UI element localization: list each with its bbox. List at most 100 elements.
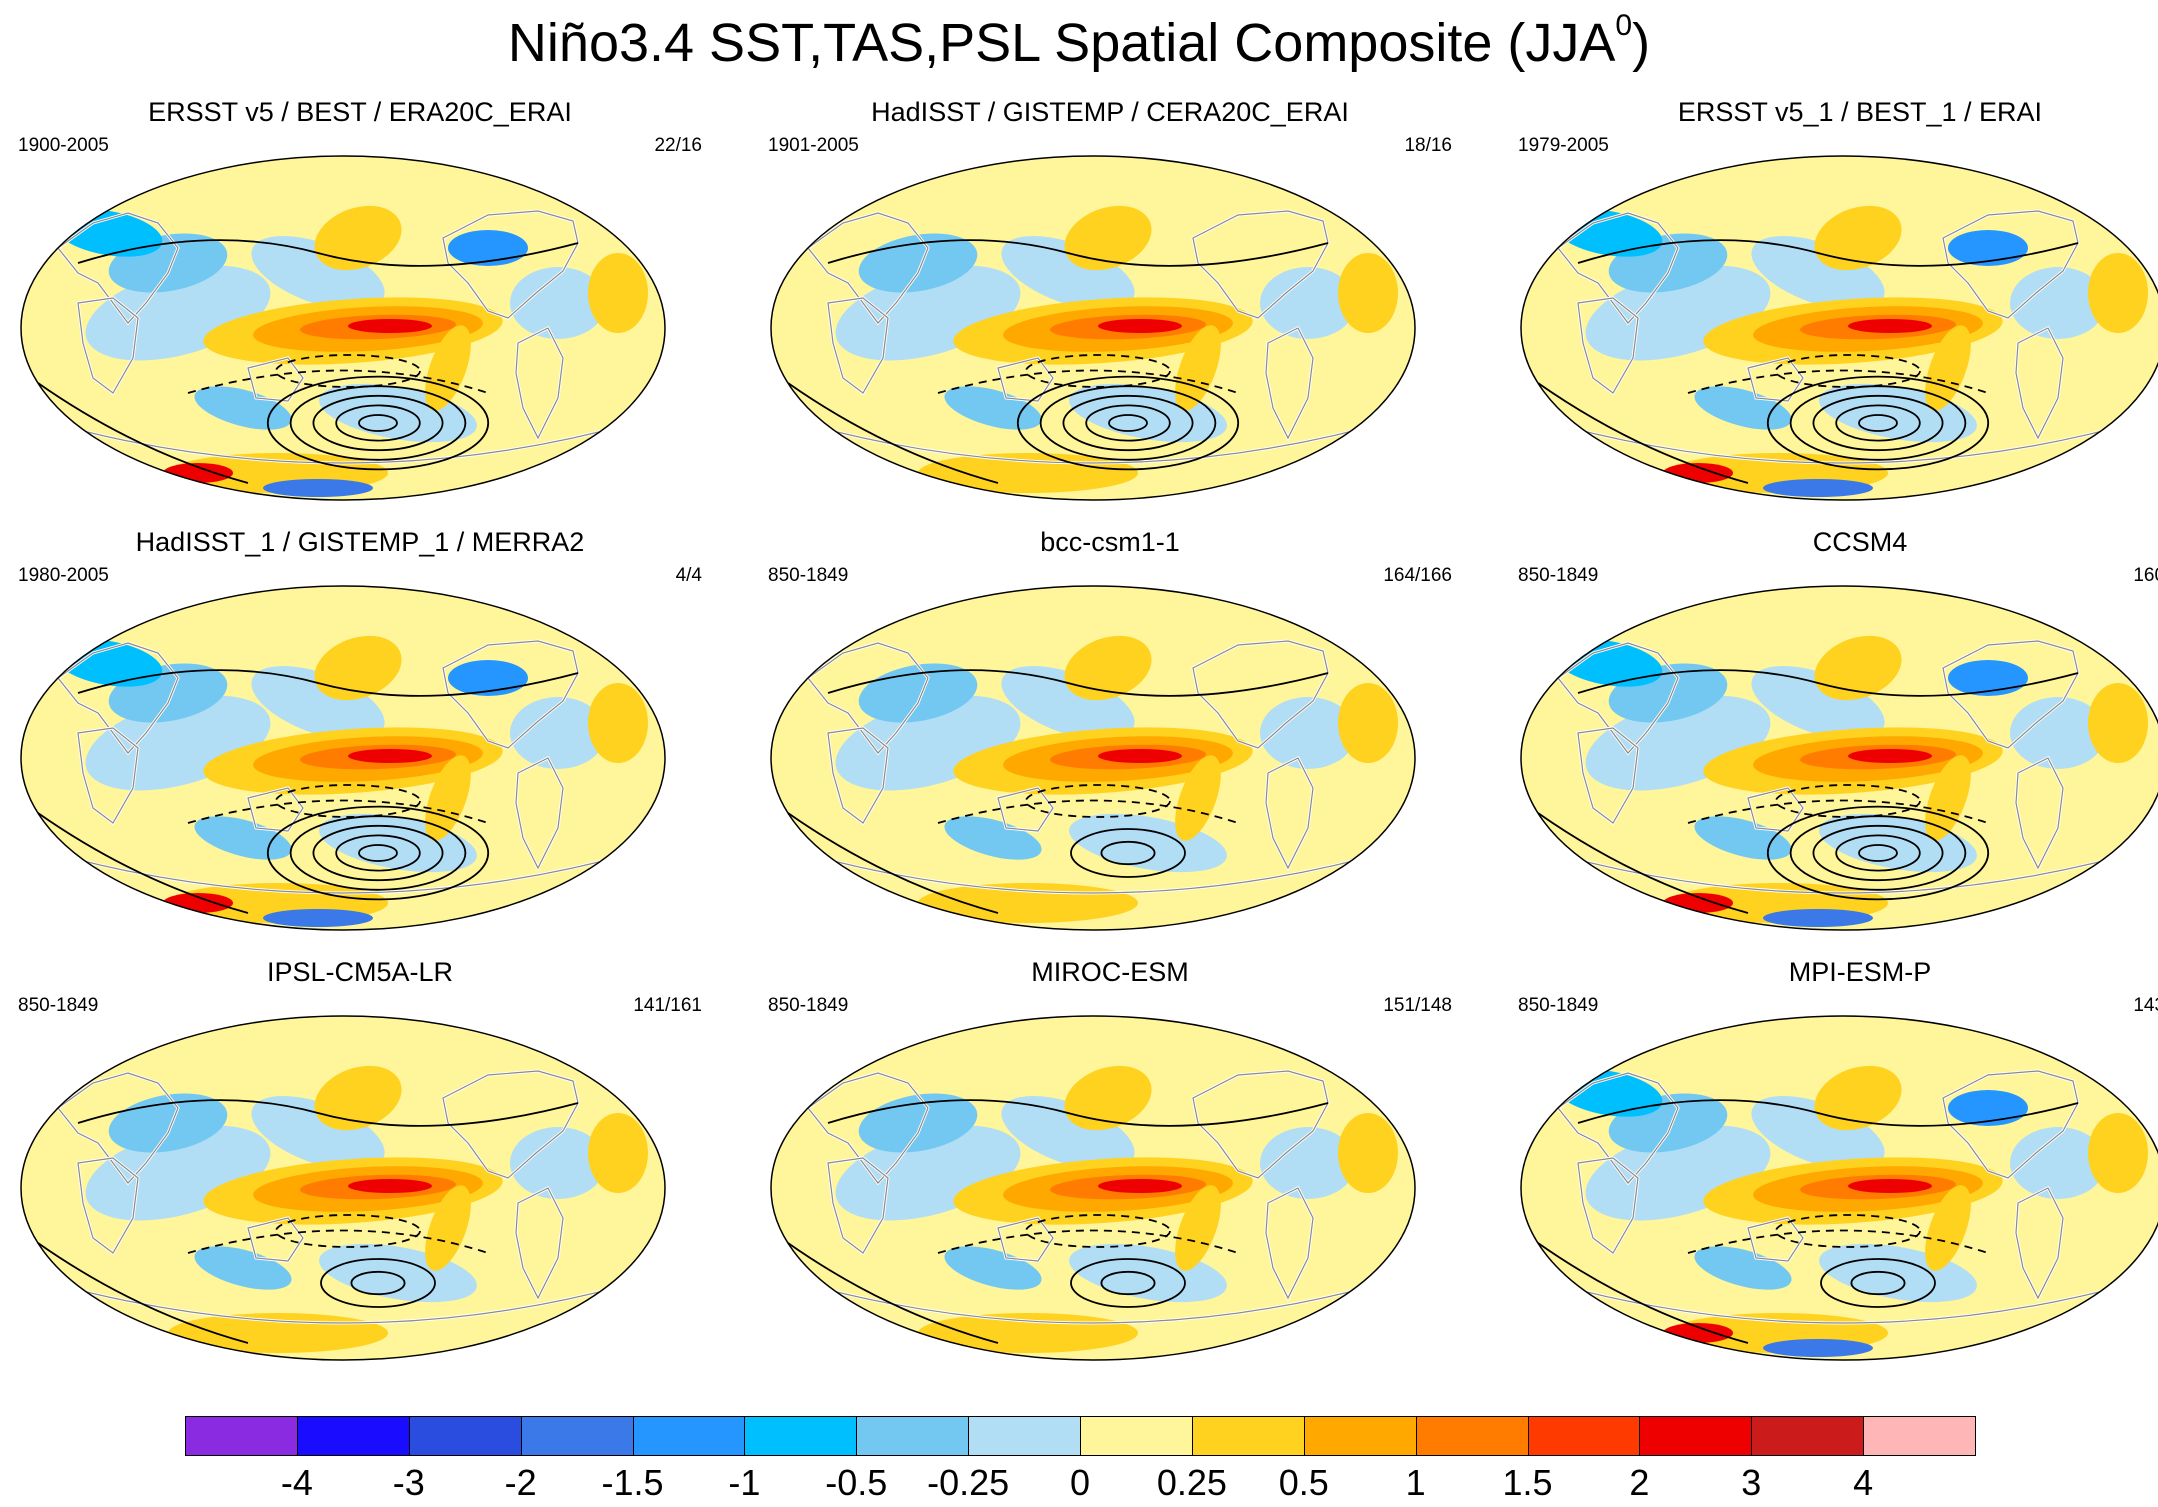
psl-contour-negative xyxy=(275,354,421,388)
colorbar-tick-label: 2 xyxy=(1629,1462,1650,1503)
psl-contour-negative xyxy=(187,799,489,824)
colorbar-swatch xyxy=(1751,1416,1865,1456)
psl-contour-negative xyxy=(275,1214,421,1248)
warm-anomaly-patch xyxy=(1338,1113,1398,1193)
coastline xyxy=(1747,357,1804,402)
cool-anomaly-patch xyxy=(448,660,528,696)
panel-title: ERSST v5_1 / BEST_1 / ERAI xyxy=(1677,97,2043,127)
cool-anomaly-patch xyxy=(194,386,292,430)
warm-anomaly-patch xyxy=(1925,1185,1971,1271)
coastline xyxy=(827,1157,889,1254)
map-border xyxy=(770,1015,1416,1361)
psl-contour xyxy=(1850,1270,1906,1296)
map-border xyxy=(770,155,1416,501)
warm-anomaly-patch xyxy=(1338,683,1398,763)
psl-contour-negative xyxy=(1025,1214,1171,1248)
psl-contour xyxy=(1100,840,1156,866)
panel-years: 1900-2005 xyxy=(18,135,109,156)
psl-contour-negative xyxy=(937,1229,1239,1254)
coastline xyxy=(827,727,889,824)
psl-contour xyxy=(1766,805,1990,901)
warm-anomaly-patch xyxy=(918,1313,1138,1353)
warm-anomaly-patch xyxy=(163,893,233,913)
panel-title: MIROC-ESM xyxy=(1031,957,1189,987)
warm-anomaly-patch xyxy=(348,749,432,763)
psl-contour-negative xyxy=(1775,1214,1921,1248)
psl-contour-negative xyxy=(187,369,489,394)
panel-event-count: 151/148 xyxy=(1383,995,1452,1016)
sst-composite-map xyxy=(20,585,666,931)
cool-anomaly-patch xyxy=(510,1127,606,1199)
warm-anomaly-patch xyxy=(425,325,471,411)
coastline xyxy=(442,1070,579,1179)
composite-panel: MIROC-ESM 850-1849 151/148 xyxy=(760,955,1460,1395)
coastline xyxy=(1192,1070,1329,1179)
sst-composite-map xyxy=(1520,585,2158,931)
cool-anomaly-patch xyxy=(263,909,373,927)
cool-anomaly-patch xyxy=(194,816,292,860)
colorbar-swatch xyxy=(744,1416,858,1456)
cool-anomaly-patch xyxy=(1751,666,1885,740)
psl-contour-negative xyxy=(1775,354,1921,388)
warm-anomaly-patch xyxy=(1175,755,1221,841)
cool-anomaly-patch xyxy=(448,230,528,266)
panel-title: ERSST v5 / BEST / ERA20C_ERAI xyxy=(148,97,572,127)
warm-anomaly-patch xyxy=(314,1065,402,1131)
colorbar-tick-label: -0.5 xyxy=(825,1462,888,1503)
warm-anomaly-patch xyxy=(314,205,402,271)
cool-anomaly-patch xyxy=(1694,1246,1792,1290)
colorbar-tick-label: 0 xyxy=(1069,1462,1091,1503)
coastline xyxy=(1521,842,2158,894)
psl-contour xyxy=(37,1242,249,1344)
warm-anomaly-patch xyxy=(1098,319,1182,333)
coastline xyxy=(1557,1072,1679,1184)
cool-anomaly-patch xyxy=(1948,660,2028,696)
map-border xyxy=(1520,155,2158,501)
warm-anomaly-patch xyxy=(348,1179,432,1193)
coastline xyxy=(1265,1187,1314,1300)
coastline xyxy=(247,357,304,402)
coastline xyxy=(997,1217,1054,1262)
map-border xyxy=(20,585,666,931)
coastline xyxy=(1577,727,1639,824)
psl-contour-negative xyxy=(1687,1229,1989,1254)
coastline xyxy=(21,412,665,464)
psl-contour-negative xyxy=(187,1229,489,1254)
coastline xyxy=(2015,757,2064,870)
coastline xyxy=(21,842,665,894)
cool-anomaly-patch xyxy=(944,386,1042,430)
coastline xyxy=(1747,787,1804,832)
psl-contour-negative xyxy=(1687,369,1989,394)
cool-anomaly-patch xyxy=(251,666,385,740)
cool-anomaly-patch xyxy=(1001,1096,1135,1170)
panel-title: IPSL-CM5A-LR xyxy=(266,957,454,987)
psl-contour xyxy=(312,394,444,452)
colorbar-swatch xyxy=(1527,1416,1641,1456)
cool-anomaly-patch xyxy=(2010,697,2106,769)
colorbar-swatch xyxy=(296,1416,410,1456)
cool-anomaly-patch xyxy=(944,816,1042,860)
cool-anomaly-patch xyxy=(510,697,606,769)
warm-anomaly-patch xyxy=(2088,1113,2148,1193)
psl-contour xyxy=(312,824,444,882)
coastline xyxy=(1942,210,2079,319)
warm-anomaly-patch xyxy=(1663,463,1733,483)
warm-anomaly-patch xyxy=(1098,749,1182,763)
panel-event-count: 160/140 xyxy=(2133,565,2158,586)
coastline xyxy=(57,212,179,324)
colorbar-tick-label: 1.5 xyxy=(1502,1462,1553,1503)
warm-anomaly-patch xyxy=(1848,1179,1932,1193)
panel-event-count: 22/16 xyxy=(654,135,702,156)
colorbar-swatch xyxy=(1303,1416,1417,1456)
colorbar-swatch xyxy=(408,1416,522,1456)
coastline xyxy=(515,1187,564,1300)
coastline xyxy=(1942,640,2079,749)
panel-title: bcc-csm1-1 xyxy=(1040,527,1180,557)
warm-anomaly-patch xyxy=(918,883,1138,923)
cool-anomaly-patch xyxy=(194,1246,292,1290)
warm-anomaly-patch xyxy=(588,253,648,333)
warm-anomaly-patch xyxy=(1663,1323,1733,1343)
warm-anomaly-patch xyxy=(425,1185,471,1271)
warm-anomaly-patch xyxy=(2088,683,2148,763)
psl-contour-negative xyxy=(1025,354,1171,388)
